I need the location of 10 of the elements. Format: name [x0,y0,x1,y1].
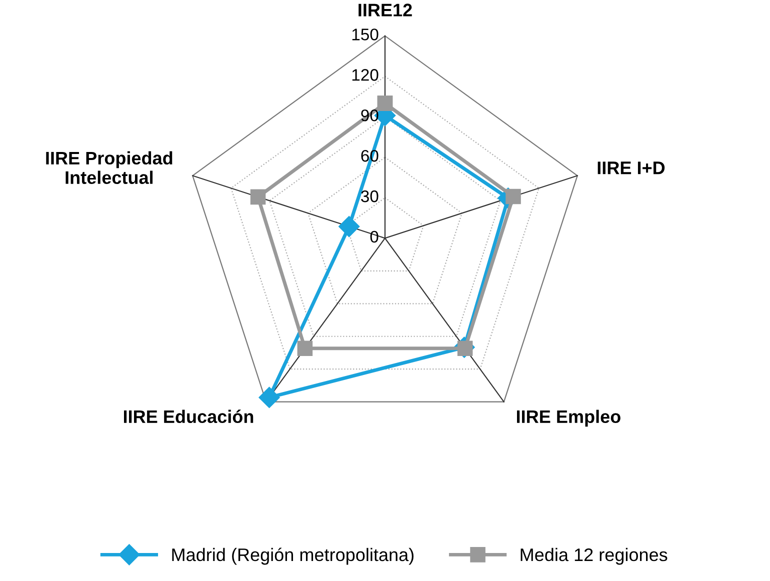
legend-label: Media 12 regiones [520,548,668,565]
spoke-label: IIRE I+D [598,162,665,174]
spoke-label: IIRE12 [358,4,412,16]
spoke-label: IIRE Educación [124,410,254,424]
y-tick-label: 120 [352,69,378,81]
spoke-label: IIRE Empleo [517,410,620,427]
y-tick-label: 150 [352,28,378,40]
y-tick-label: 30 [361,190,378,202]
spoke-label: IIRE Propiedad Intelectual [46,151,172,184]
legend-label: Madrid (Región metropolitana) [172,548,414,565]
